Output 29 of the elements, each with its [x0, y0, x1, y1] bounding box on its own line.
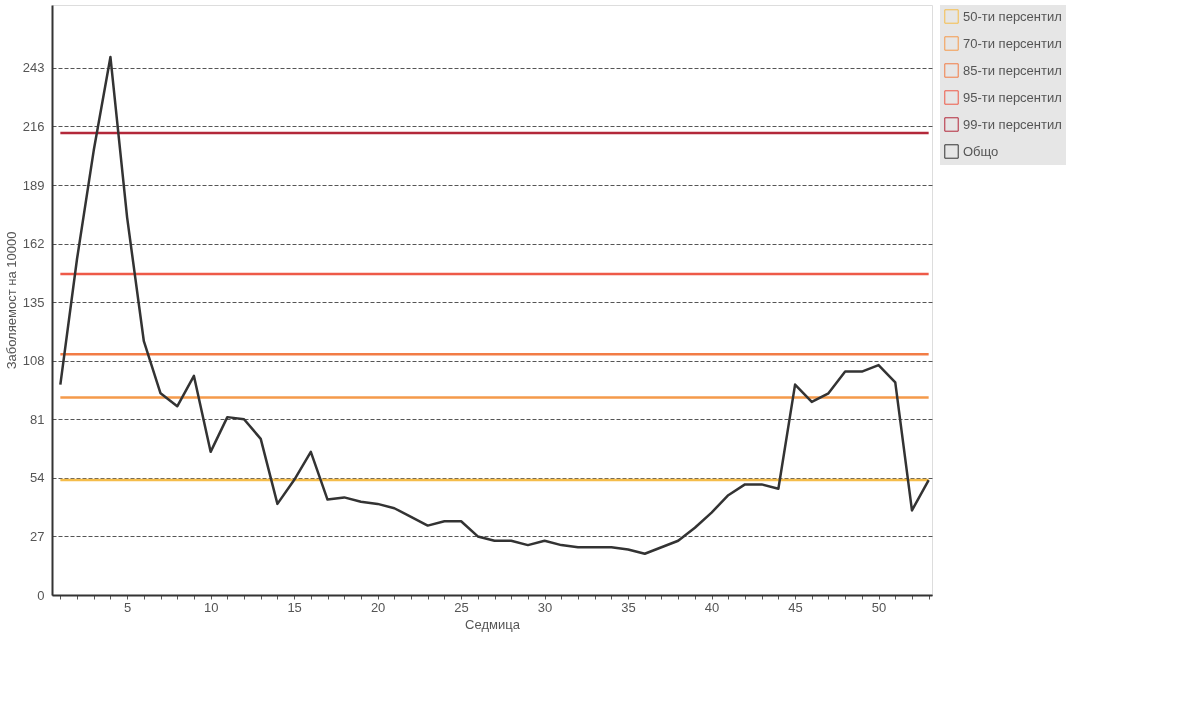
y-tick-label: 216	[22, 118, 45, 134]
legend-label: 70-ти персентил	[963, 35, 1062, 51]
x-tick-label: 35	[621, 599, 636, 615]
x-axis-title: Седмица	[465, 616, 521, 632]
x-tick-label: 15	[287, 599, 302, 615]
y-tick-label: 135	[22, 294, 45, 310]
x-tick-label: 30	[537, 599, 553, 615]
x-tick-label: 5	[124, 599, 132, 615]
y-tick-label: 27	[30, 528, 45, 544]
y-tick-label: 54	[30, 470, 45, 486]
y-tick-label: 243	[22, 60, 45, 76]
y-tick-label: 162	[22, 236, 45, 252]
x-tick-label: 10	[203, 599, 219, 615]
line-series	[59, 55, 930, 556]
legend-label: 85-ти персентил	[963, 62, 1062, 78]
legend-label: 99-ти персентил	[963, 116, 1062, 132]
legend-label: Общо	[963, 143, 999, 159]
y-tick-label: 81	[30, 411, 45, 427]
x-tick-label: 25	[454, 599, 469, 615]
y-tick-label: 0	[37, 587, 45, 603]
y-tick-label: 108	[22, 353, 45, 369]
x-tick-label: 20	[370, 599, 386, 615]
y-tick-label: 189	[22, 177, 45, 193]
legend-label: 50-ти персентил	[963, 8, 1062, 24]
x-tick-label: 45	[788, 599, 803, 615]
x-tick-label: 50	[871, 599, 887, 615]
legend-label: 95-ти персентил	[963, 89, 1062, 105]
y-axis-title: Заболяемост на 10000	[3, 231, 19, 370]
x-tick-label: 40	[704, 599, 720, 615]
